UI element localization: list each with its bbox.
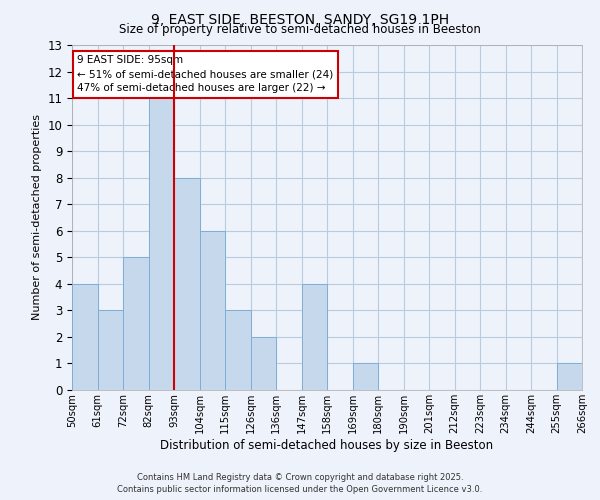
Text: Size of property relative to semi-detached houses in Beeston: Size of property relative to semi-detach… xyxy=(119,22,481,36)
Text: 9 EAST SIDE: 95sqm
← 51% of semi-detached houses are smaller (24)
47% of semi-de: 9 EAST SIDE: 95sqm ← 51% of semi-detache… xyxy=(77,56,334,94)
X-axis label: Distribution of semi-detached houses by size in Beeston: Distribution of semi-detached houses by … xyxy=(160,438,494,452)
Bar xyxy=(225,310,251,390)
Y-axis label: Number of semi-detached properties: Number of semi-detached properties xyxy=(32,114,42,320)
Bar xyxy=(97,310,123,390)
Bar xyxy=(353,364,378,390)
Bar xyxy=(72,284,97,390)
Bar xyxy=(174,178,199,390)
Bar xyxy=(149,98,174,390)
Bar xyxy=(302,284,327,390)
Bar xyxy=(251,337,276,390)
Bar xyxy=(123,258,149,390)
Bar xyxy=(557,364,582,390)
Text: Contains HM Land Registry data © Crown copyright and database right 2025.
Contai: Contains HM Land Registry data © Crown c… xyxy=(118,472,482,494)
Bar xyxy=(199,231,225,390)
Text: 9, EAST SIDE, BEESTON, SANDY, SG19 1PH: 9, EAST SIDE, BEESTON, SANDY, SG19 1PH xyxy=(151,12,449,26)
